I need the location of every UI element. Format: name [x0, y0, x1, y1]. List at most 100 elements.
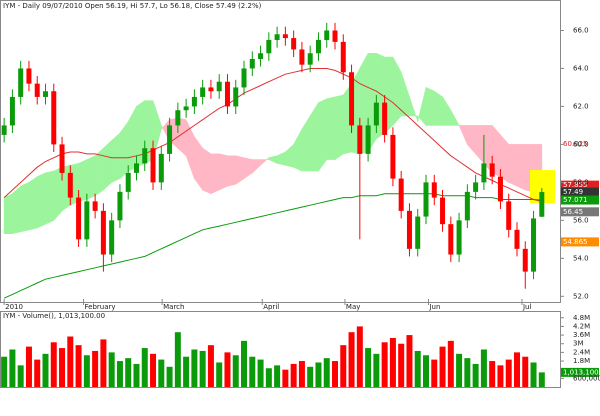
candle-body: [497, 176, 503, 202]
candle-body: [249, 58, 255, 69]
volume-bar: [216, 362, 223, 387]
volume-bar: [422, 355, 429, 387]
candle-body: [522, 248, 528, 272]
y-tick-label: 56.0: [573, 216, 589, 224]
price-flag: [561, 139, 599, 149]
volume-bar: [1, 356, 8, 387]
volume-bar: [456, 353, 463, 387]
cloud-segment: [45, 170, 55, 225]
candle-body: [506, 201, 512, 230]
price-flag-label: 56.45: [563, 208, 583, 216]
candle-body: [373, 102, 379, 126]
volume-bar: [174, 332, 181, 387]
volume-bar: [356, 326, 363, 387]
candle-body: [233, 87, 239, 107]
volume-bar: [116, 361, 123, 387]
candle-body: [34, 83, 40, 97]
volume-bar: [315, 362, 322, 387]
volume-bar: [348, 332, 355, 387]
candle-body: [324, 30, 330, 40]
volume-bar: [464, 358, 471, 387]
y-tick-label: 66.0: [573, 26, 589, 34]
cloud-segment: [103, 139, 112, 191]
volume-bar: [307, 366, 314, 387]
candle-body: [100, 210, 106, 255]
volume-bar: [42, 353, 49, 387]
candle-body: [42, 91, 48, 97]
candle-body: [67, 172, 73, 198]
volume-bar: [83, 355, 90, 387]
cloud-segment: [202, 147, 212, 195]
volume-bar: [75, 345, 82, 387]
cloud-segment: [210, 153, 220, 195]
candle-body: [18, 68, 24, 97]
candle-body: [357, 125, 363, 154]
candle-body: [241, 68, 247, 88]
volume-bar: [480, 349, 487, 387]
candle-body: [382, 102, 388, 135]
volume-bar: [133, 363, 140, 387]
volume-bar: [373, 353, 380, 387]
candle-body: [481, 163, 487, 183]
x-tick-label: 2010: [5, 303, 23, 311]
volume-bar: [447, 340, 454, 387]
candle-body: [224, 81, 230, 107]
candle-body: [150, 148, 156, 183]
candle-body: [117, 191, 123, 221]
candle-body: [349, 72, 355, 126]
volume-bar: [224, 352, 231, 387]
candle-body: [332, 30, 338, 42]
volume-y-tick-label: 2.4M: [573, 348, 590, 356]
cloud-segment: [433, 90, 443, 126]
price-flag-label: 1,013,100: [563, 368, 599, 376]
cloud-segment: [86, 155, 96, 200]
volume-bar: [125, 358, 132, 387]
candle-body: [299, 49, 305, 65]
candle-body: [390, 134, 396, 179]
candle-body: [266, 39, 272, 54]
candle-body: [208, 87, 214, 92]
price-flag: [561, 237, 599, 247]
candle-body: [158, 153, 164, 183]
cloud-segment: [334, 94, 344, 161]
volume-bar: [381, 342, 388, 387]
candle-body: [191, 96, 197, 107]
candle-body: [92, 201, 98, 211]
volume-bar: [158, 359, 165, 387]
volume-y-tick-label: 1.8M: [573, 357, 590, 365]
price-flag: [561, 180, 599, 190]
cloud-segment: [20, 181, 30, 233]
cloud-segment: [318, 98, 328, 172]
y-tick-label: 64.0: [573, 64, 589, 72]
x-tick-label: February: [85, 303, 116, 311]
volume-bar: [406, 335, 413, 387]
volume-bar: [489, 361, 496, 387]
volume-y-tick-label: 3M: [573, 340, 584, 348]
candle-body: [456, 220, 462, 255]
volume-bar: [274, 365, 281, 387]
candle-body: [307, 53, 313, 65]
candle-body: [398, 178, 404, 211]
price-flag-label: 57.49: [563, 188, 583, 196]
volume-bar: [282, 369, 289, 387]
volume-bar: [150, 353, 157, 387]
volume-bar: [9, 349, 16, 387]
price-flag-label: 60.025: [563, 140, 588, 148]
cloud-segment: [12, 185, 21, 235]
volume-bar: [513, 352, 520, 387]
x-tick-label: April: [263, 303, 279, 311]
price-panel-frame: [0, 0, 561, 303]
volume-panel-frame: [0, 311, 561, 388]
volume-bar: [439, 346, 446, 387]
price-flag: [561, 207, 599, 217]
volume-bar: [34, 359, 41, 387]
candle-body: [175, 110, 181, 126]
volume-bar: [108, 352, 115, 387]
y-tick-label: 62.0: [573, 102, 589, 110]
candle-body: [1, 125, 7, 135]
cloud-segment: [36, 172, 46, 229]
cloud-segment: [53, 166, 63, 222]
volume-bar: [141, 348, 148, 387]
candle-body: [200, 87, 206, 97]
